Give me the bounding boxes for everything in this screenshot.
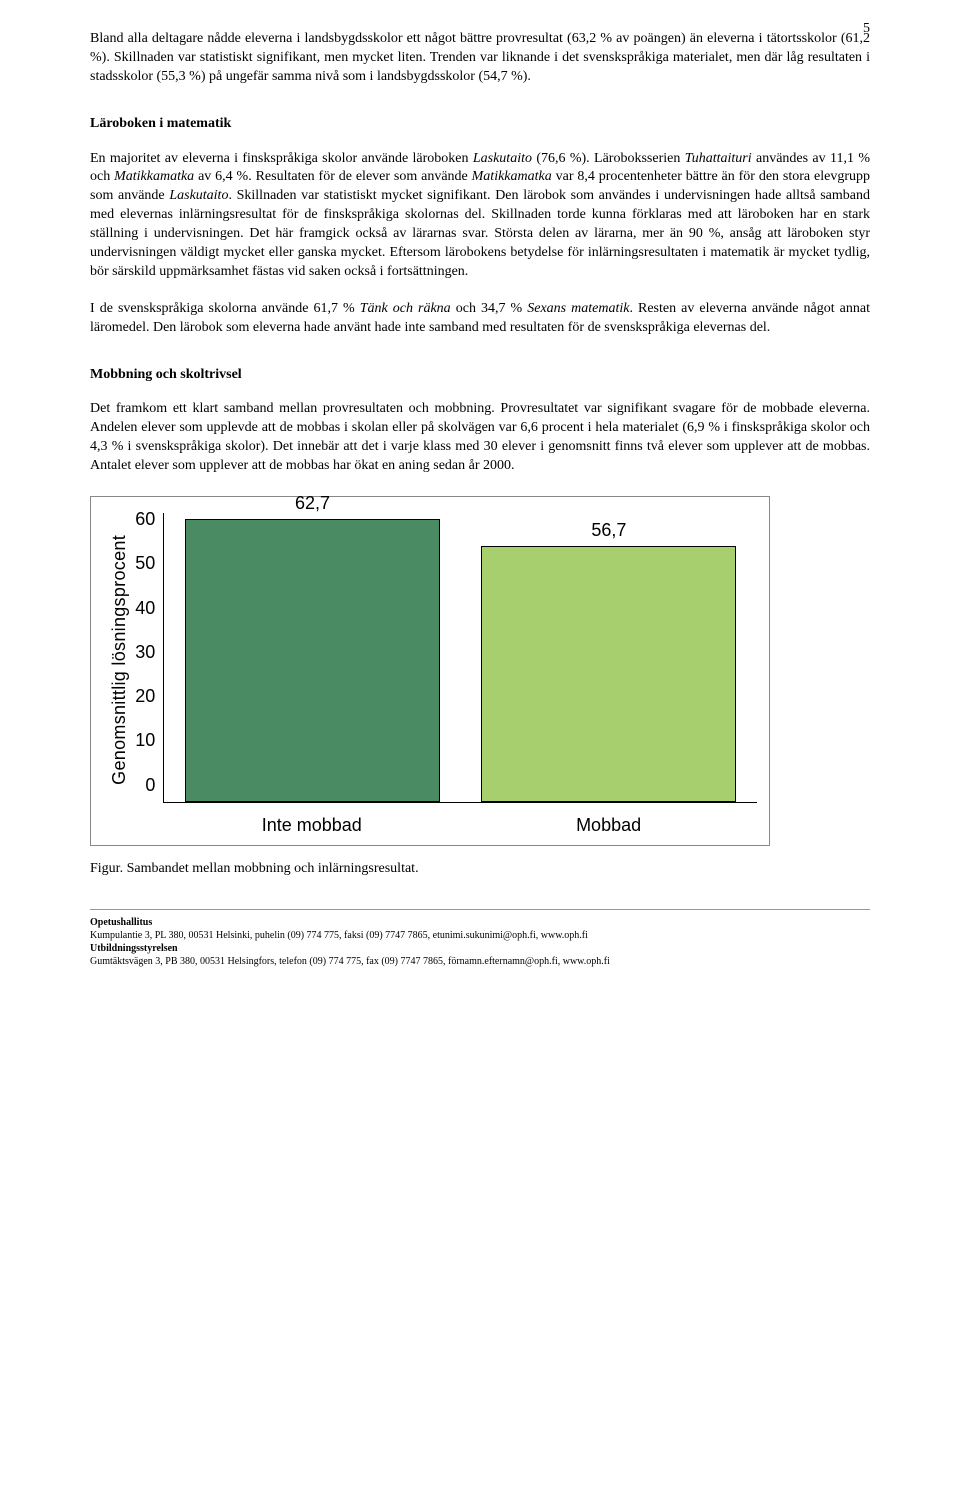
- bar-value-label: 62,7: [164, 491, 460, 515]
- text: av 6,4 %. Resultaten för de elever som a…: [194, 169, 471, 184]
- text: En majoritet av eleverna i finskspråkiga…: [90, 151, 473, 166]
- book-title: Sexans matematik: [527, 301, 629, 316]
- paragraph-mobbning: Det framkom ett klart samband mellan pro…: [90, 400, 870, 476]
- footer-address-fi: Kumpulantie 3, PL 380, 00531 Helsinki, p…: [90, 929, 870, 942]
- x-axis-label: Inte mobbad: [163, 803, 460, 837]
- footer-org-fi: Opetushallitus: [90, 917, 152, 928]
- book-title: Laskutaito: [169, 188, 228, 203]
- bar-slot: 56,7: [461, 513, 757, 802]
- y-tick: 10: [135, 728, 155, 752]
- y-tick: 20: [135, 684, 155, 708]
- y-axis-label: Genomsnittlig lösningsprocent: [103, 535, 135, 785]
- y-tick: 50: [135, 551, 155, 575]
- figure-caption: Figur. Sambandet mellan mobbning och inl…: [90, 860, 870, 879]
- footer: Opetushallitus Kumpulantie 3, PL 380, 00…: [90, 916, 870, 968]
- paragraph-laroboken: En majoritet av eleverna i finskspråkiga…: [90, 150, 870, 282]
- y-tick: 40: [135, 596, 155, 620]
- plot-area: 62,756,7: [163, 513, 757, 803]
- bar-chart: Genomsnittlig lösningsprocent 60 50 40 3…: [90, 496, 770, 846]
- paragraph-swedish-books: I de svenskspråkiga skolorna använde 61,…: [90, 300, 870, 338]
- bar-rect: [185, 519, 440, 802]
- y-axis-ticks: 60 50 40 30 20 10 0: [135, 507, 163, 797]
- bar-slot: 62,7: [164, 513, 460, 802]
- y-tick: 30: [135, 640, 155, 664]
- book-title: Matikkamatka: [114, 169, 194, 184]
- footer-address-sv: Gumtäktsvägen 3, PB 380, 00531 Helsingfo…: [90, 955, 870, 968]
- text: (76,6 %). Läroboksserien: [532, 151, 685, 166]
- text: och 34,7 %: [451, 301, 528, 316]
- footer-divider: [90, 909, 870, 910]
- footer-org-sv: Utbildningsstyrelsen: [90, 943, 178, 954]
- heading-laroboken: Läroboken i matematik: [90, 115, 870, 134]
- x-axis-label: Mobbad: [460, 803, 757, 837]
- bar-value-label: 56,7: [461, 518, 757, 542]
- book-title: Laskutaito: [473, 151, 532, 166]
- y-tick: 60: [135, 507, 155, 531]
- bar-rect: [481, 546, 736, 802]
- paragraph-intro: Bland alla deltagare nådde eleverna i la…: [90, 30, 870, 87]
- book-title: Matikkamatka: [472, 169, 552, 184]
- heading-mobbning: Mobbning och skoltrivsel: [90, 366, 870, 385]
- book-title: Tuhattaituri: [685, 151, 752, 166]
- book-title: Tänk och räkna: [360, 301, 451, 316]
- y-tick: 0: [135, 773, 155, 797]
- text: I de svenskspråkiga skolorna använde 61,…: [90, 301, 360, 316]
- page-number: 5: [863, 20, 870, 39]
